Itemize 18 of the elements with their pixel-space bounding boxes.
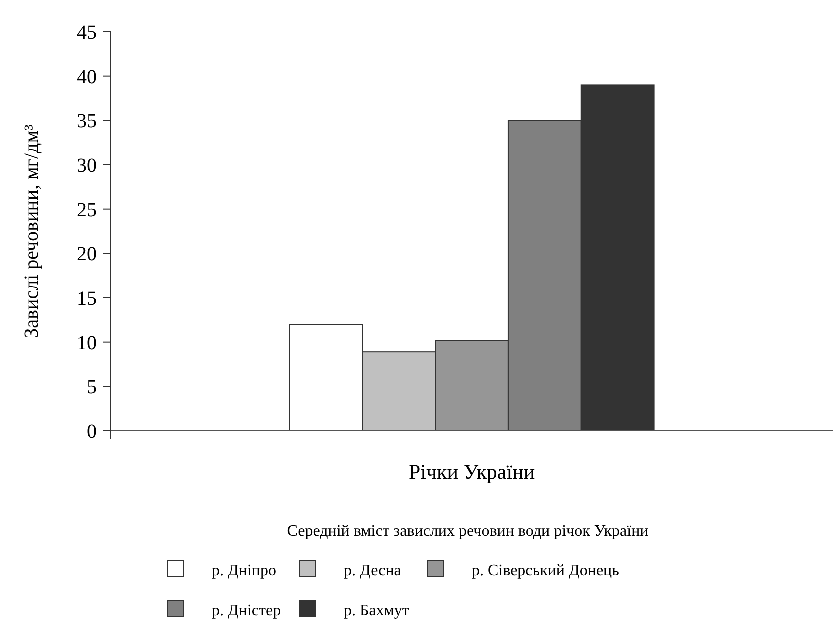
- legend-label: р. Сіверський Донець: [472, 562, 620, 580]
- legend-title: Середній вміст завислих речовин води річок України: [287, 523, 650, 540]
- y-tick-label: 25: [77, 199, 97, 222]
- y-tick-label: 15: [77, 288, 97, 310]
- y-tick-label: 35: [77, 110, 97, 133]
- y-tick-label: 40: [77, 66, 97, 88]
- y-axis-title: Завислі речовини, мг/дм³: [21, 124, 43, 338]
- y-tick-label: 0: [87, 421, 97, 443]
- x-axis-title: Річки України: [408, 460, 536, 484]
- y-tick-label: 20: [77, 244, 97, 266]
- legend-label: р. Бахмут: [344, 602, 410, 620]
- legend-label: р. Десна: [344, 562, 402, 580]
- y-tick-label: 5: [87, 376, 97, 399]
- legend-label: р. Дністер: [212, 602, 282, 620]
- y-tick-label: 30: [77, 155, 97, 177]
- y-tick-label: 45: [77, 22, 97, 44]
- y-tick-label: 10: [77, 332, 97, 354]
- legend-label: р. Дніпро: [212, 562, 276, 580]
